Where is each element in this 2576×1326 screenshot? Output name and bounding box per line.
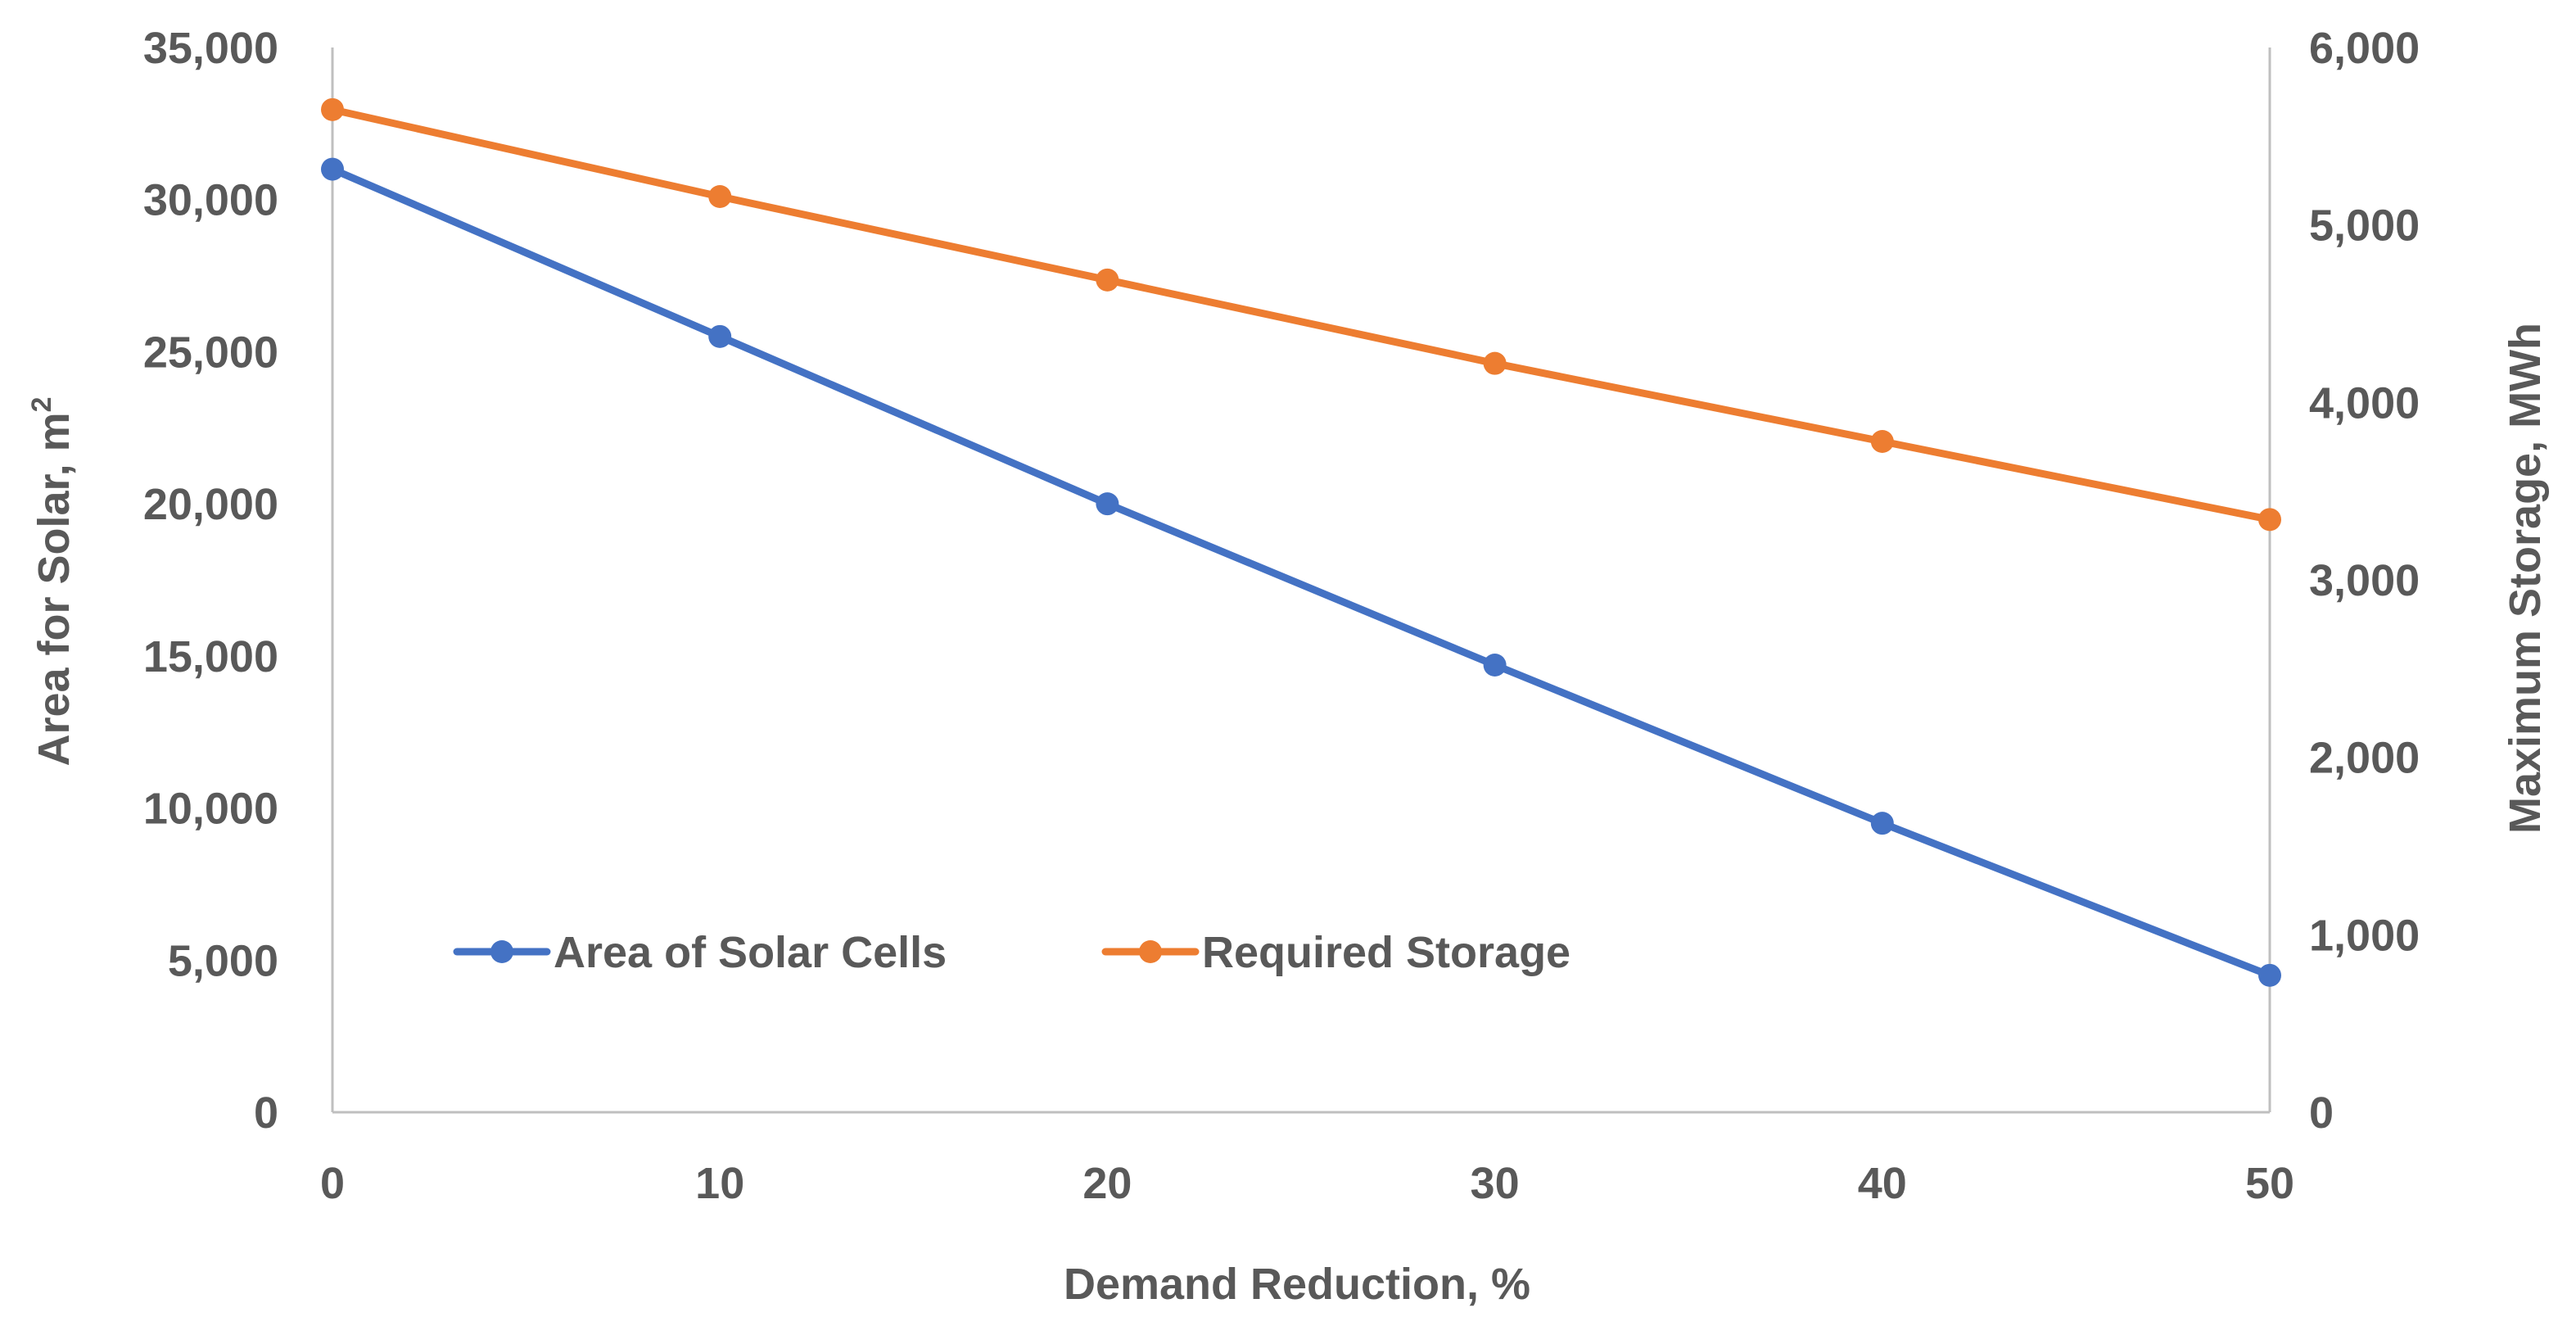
y-right-tick-label: 1,000: [2309, 911, 2420, 960]
y-right-tick-label: 0: [2309, 1088, 2334, 1138]
right-axis-ticks: 0 1,000 2,000 3,000 4,000 5,000 6,000: [2309, 24, 2420, 1138]
x-tick-label: 10: [695, 1159, 744, 1208]
series-1-point: [321, 97, 344, 121]
y-axis-right-title: Maximum Storage, MWh: [2501, 323, 2550, 834]
x-tick-label: 20: [1082, 1159, 1132, 1208]
legend-marker-1: [1139, 940, 1162, 963]
y-right-tick-label: 3,000: [2309, 556, 2420, 605]
series-1-point: [1870, 430, 1894, 453]
y-left-tick-label: 20,000: [143, 480, 278, 529]
series-1-point: [1096, 268, 1119, 292]
y-left-tick-label: 35,000: [143, 24, 278, 73]
y-axis-left-title: Area for Solar, m2: [26, 396, 79, 766]
x-tick-label: 0: [320, 1159, 345, 1208]
y-left-tick-label: 30,000: [143, 176, 278, 225]
series-1-point: [2258, 508, 2281, 532]
x-tick-label: 30: [1471, 1159, 1520, 1208]
legend-label-1: Required Storage: [1202, 928, 1570, 977]
y-axis-left-title-superscript: 2: [26, 396, 57, 412]
y-left-tick-label: 0: [254, 1088, 278, 1138]
chart-legend: Area of Solar Cells Required Storage: [453, 928, 1570, 977]
legend-label-0: Area of Solar Cells: [554, 928, 947, 977]
y-right-tick-label: 5,000: [2309, 201, 2420, 251]
series-1-point: [708, 185, 732, 208]
series-0-point: [1870, 812, 1894, 835]
x-axis-title: Demand Reduction, %: [1064, 1260, 1530, 1309]
y-left-tick-label: 5,000: [168, 936, 278, 985]
y-axis-left-title-main: Area for Solar, m: [29, 412, 79, 766]
x-tick-label: 40: [1858, 1159, 1907, 1208]
series-0-point: [1483, 654, 1507, 677]
left-axis-ticks: 0 5,000 10,000 15,000 20,000 25,000 30,000 35,0…: [143, 24, 278, 1138]
series-1-point: [1483, 351, 1507, 375]
x-axis-ticks: 0 10 20 30 40 50: [320, 1159, 2294, 1208]
y-left-tick-label: 15,000: [143, 632, 278, 681]
y-right-tick-label: 2,000: [2309, 734, 2420, 783]
x-tick-label: 50: [2245, 1159, 2294, 1208]
series-0-point: [1096, 492, 1119, 516]
series-0-point: [321, 157, 344, 181]
series-line-1: [328, 106, 2274, 523]
y-right-tick-label: 4,000: [2309, 378, 2420, 428]
y-left-tick-label: 25,000: [143, 328, 278, 377]
legend-marker-0: [490, 940, 513, 963]
series-0-point: [708, 324, 732, 348]
series-0-point: [2258, 963, 2281, 987]
y-right-tick-label: 6,000: [2309, 24, 2420, 73]
y-left-tick-label: 10,000: [143, 785, 278, 834]
series-layer: [321, 97, 2281, 987]
series-line-0: [328, 165, 2274, 980]
